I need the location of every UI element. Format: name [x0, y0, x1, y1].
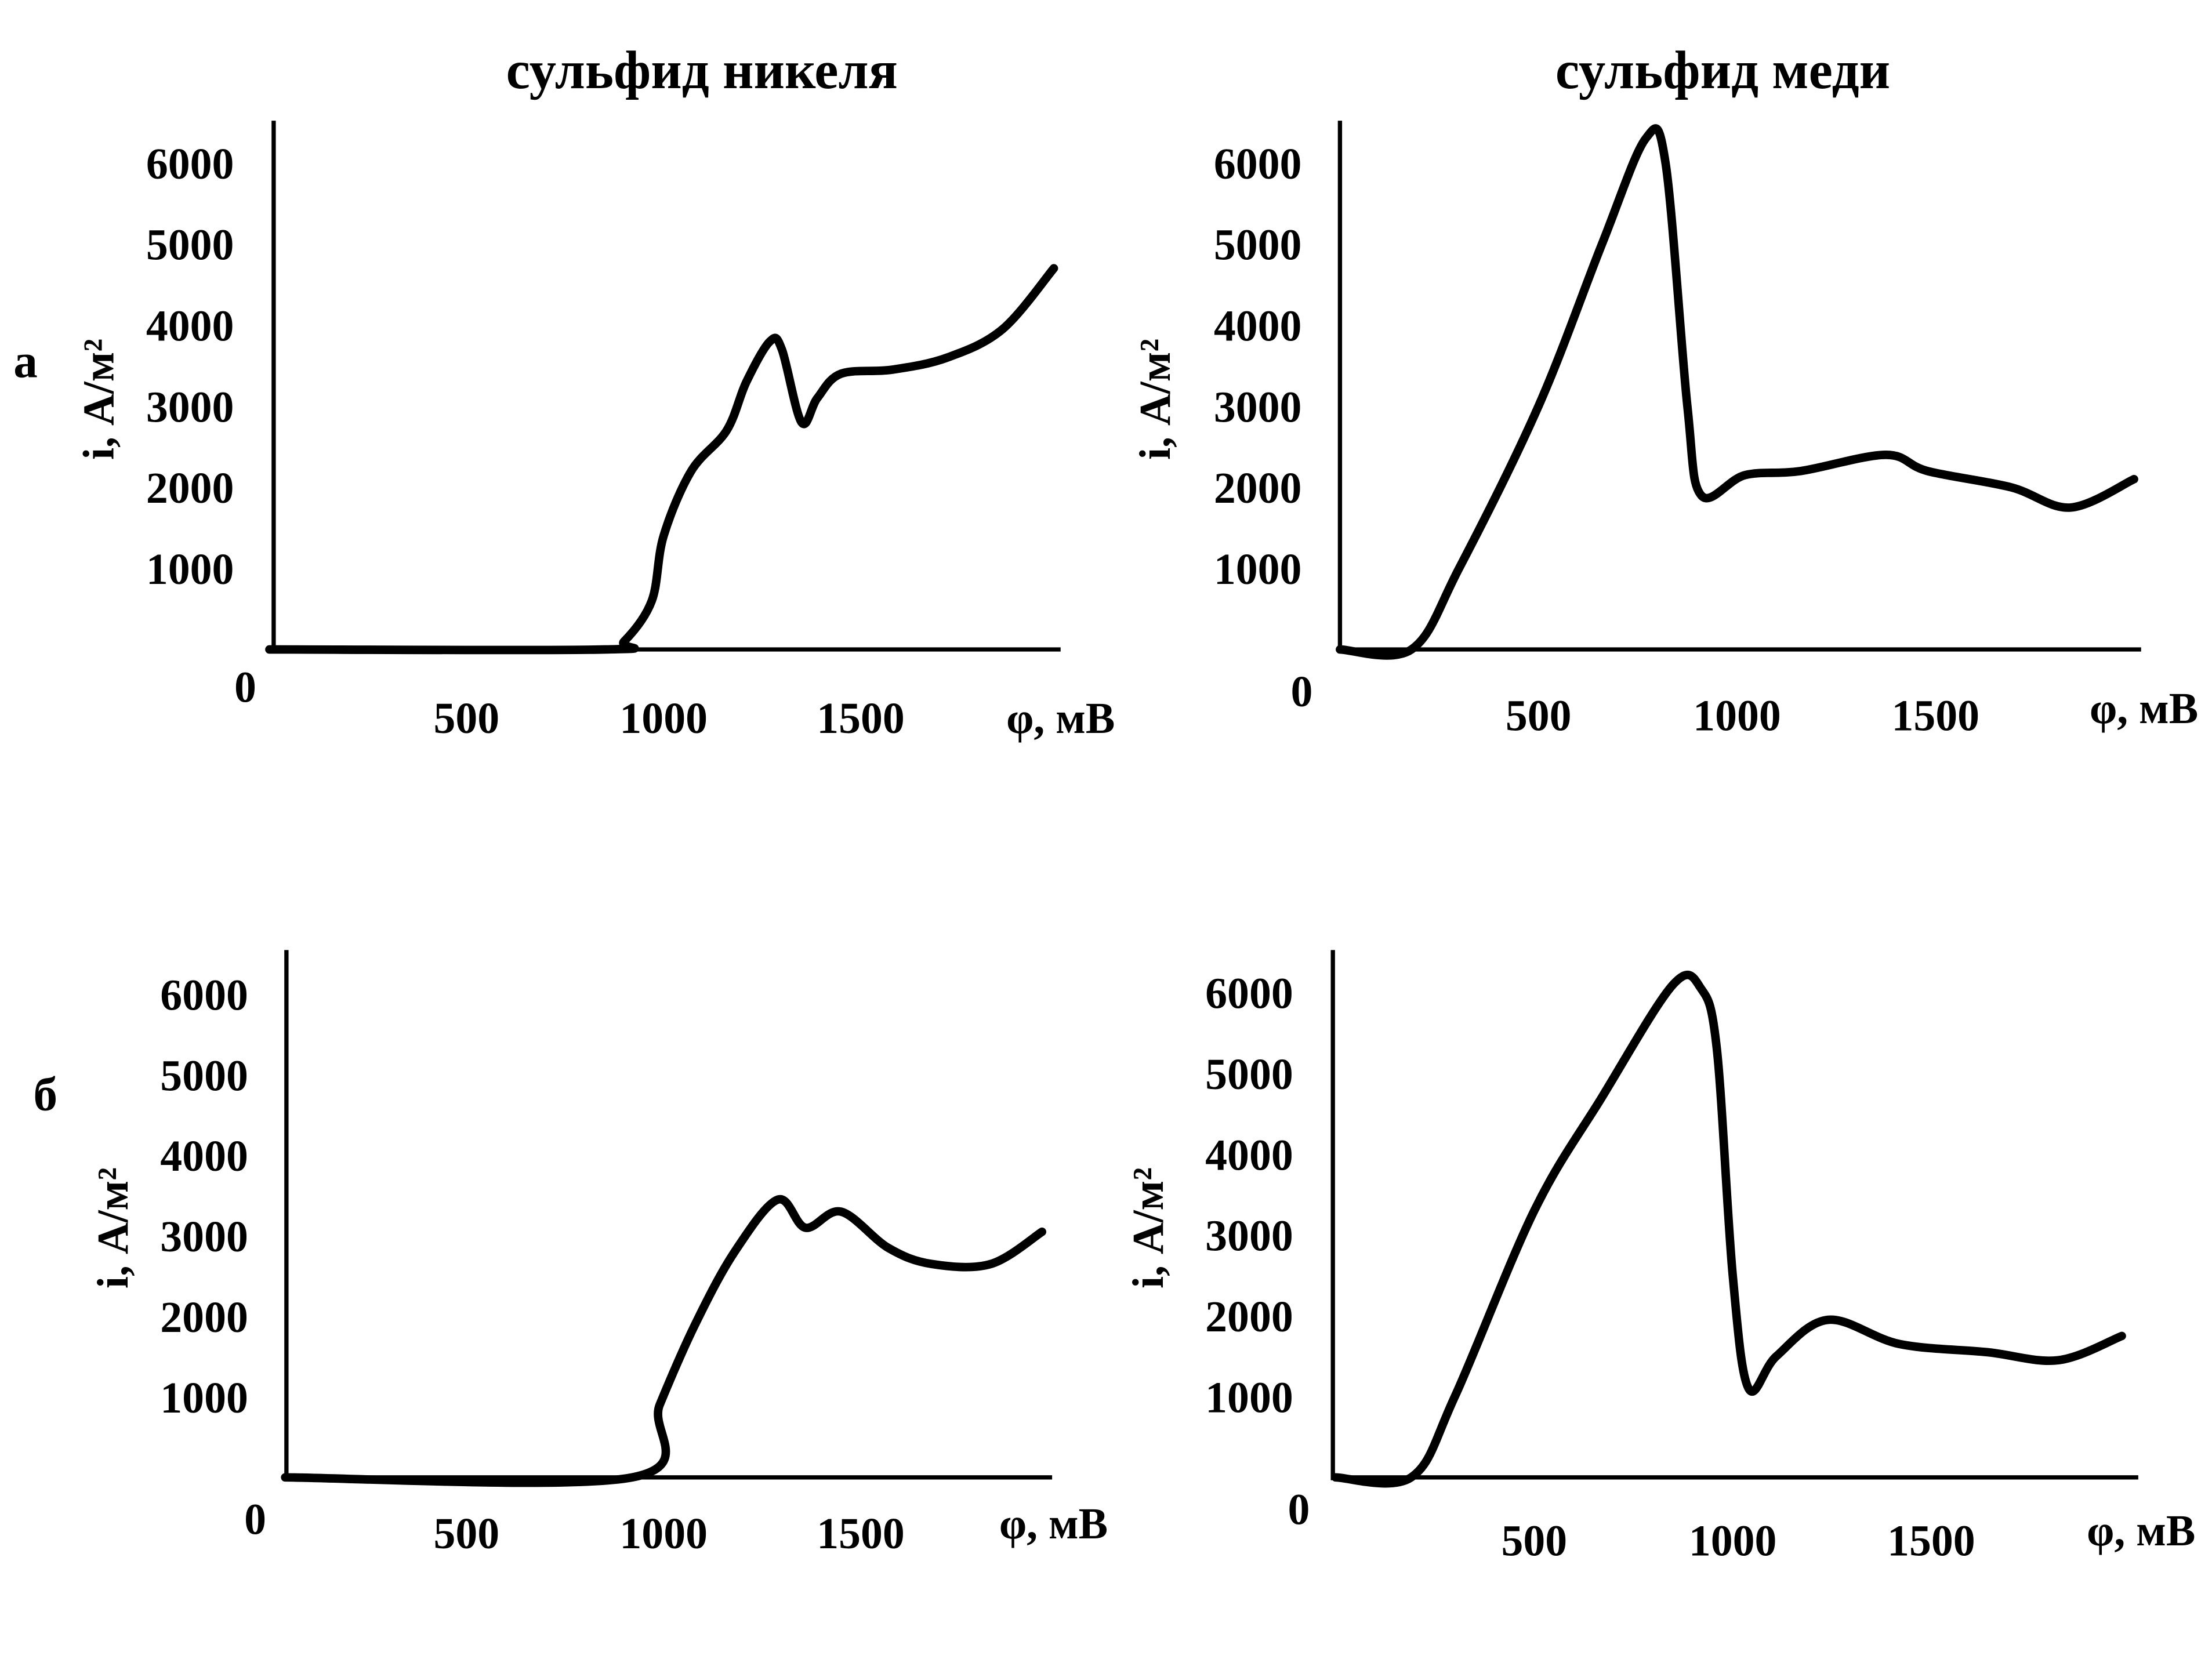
y-tick-label: 6000: [146, 140, 234, 188]
y-tick-label: 5000: [1214, 221, 1302, 270]
x-axis-label: φ, мВ: [2090, 684, 2198, 733]
y-tick-label: 3000: [160, 1213, 248, 1261]
column-title-nickel: сульфид никеля: [506, 41, 898, 100]
data-series-line: [281, 1195, 1047, 1487]
y-tick-label: 6000: [1214, 140, 1302, 188]
y-tick-label: 2000: [146, 464, 234, 513]
y-tick-label: 1000: [1205, 1373, 1293, 1422]
row-label-a: а: [13, 335, 38, 388]
data-series-line: [1336, 124, 2138, 660]
y-tick-label: 3000: [1214, 383, 1302, 431]
y-axis-label: i, А/м²: [1131, 339, 1180, 460]
x-tick-label: 500: [1506, 691, 1572, 740]
x-axis-label: φ, мВ: [2087, 1506, 2195, 1555]
y-tick-label: 3000: [146, 383, 234, 431]
y-tick-label: 6000: [160, 971, 248, 1019]
x-tick-label: 500: [434, 694, 500, 743]
y-tick-label: 4000: [1214, 302, 1302, 351]
y-tick-label: 6000: [1205, 970, 1293, 1018]
x-tick-label: 1000: [619, 694, 708, 743]
y-axis-label: i, А/м²: [1124, 1167, 1173, 1288]
y-tick-label: 5000: [146, 221, 234, 270]
row-label-b: б: [33, 1068, 57, 1121]
x-tick-label: 500: [434, 1509, 500, 1558]
y-tick-label: 5000: [1205, 1050, 1293, 1099]
x-tick-label: 1500: [817, 1509, 905, 1558]
y-tick-label: 1000: [160, 1374, 248, 1422]
x-axis-label: φ, мВ: [999, 1500, 1108, 1548]
x-tick-label: 1000: [1689, 1516, 1777, 1565]
x-tick-label: 1000: [619, 1509, 708, 1558]
origin-label: 0: [1288, 1485, 1310, 1534]
y-axis-label: i, А/м²: [89, 1167, 137, 1288]
origin-label: 0: [234, 663, 256, 711]
x-tick-label: 1500: [1887, 1516, 1975, 1565]
y-tick-label: 1000: [1214, 545, 1302, 594]
y-tick-label: 4000: [146, 302, 234, 351]
origin-label: 0: [244, 1495, 266, 1544]
y-tick-label: 4000: [160, 1132, 248, 1181]
y-tick-label: 2000: [1214, 464, 1302, 513]
y-tick-label: 2000: [160, 1293, 248, 1342]
data-series-line: [265, 264, 1058, 655]
x-tick-label: 1500: [817, 694, 905, 743]
y-tick-label: 4000: [1205, 1131, 1293, 1179]
x-tick-label: 1500: [1891, 691, 1979, 740]
data-series-line: [1331, 970, 2126, 1488]
y-tick-label: 1000: [146, 545, 234, 594]
origin-label: 0: [1290, 667, 1312, 716]
x-tick-label: 1000: [1693, 691, 1781, 740]
y-tick-label: 3000: [1205, 1212, 1293, 1261]
y-tick-label: 5000: [160, 1051, 248, 1100]
column-title-copper: сульфид меди: [1555, 41, 1890, 100]
x-axis-label: φ, мВ: [1006, 694, 1115, 743]
y-tick-label: 2000: [1205, 1293, 1293, 1341]
y-axis-label: i, А/м²: [75, 339, 124, 460]
x-tick-label: 500: [1502, 1516, 1568, 1565]
